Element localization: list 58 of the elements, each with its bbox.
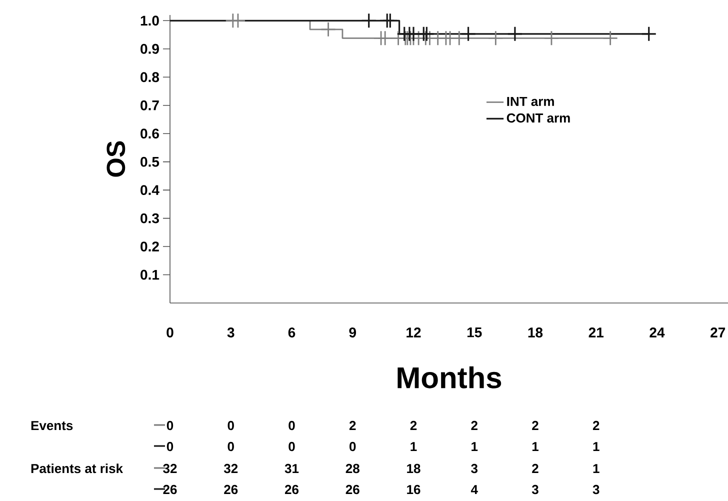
y-tick-label: 0.5 [140, 156, 160, 167]
text: 16 [407, 484, 420, 494]
text: 26 [284, 484, 299, 494]
x-tick-label: 0 [166, 328, 174, 338]
text: 32 [163, 464, 177, 474]
text: 0 [288, 442, 295, 452]
y-tick-label: 0.1 [140, 270, 160, 280]
text: 1 [472, 442, 478, 452]
text: 1 [593, 464, 600, 474]
text: 3 [592, 484, 600, 494]
y-tick-label: 1.0 [140, 16, 159, 26]
text: 1 [410, 442, 417, 452]
x-tick-label: 3 [227, 328, 234, 338]
y-tick-label: 0.4 [140, 185, 160, 196]
text: 0 [350, 442, 356, 452]
text: 1 [532, 442, 538, 452]
x-tick-label: 21 [588, 328, 604, 338]
text: 3 [532, 484, 538, 494]
y-tick-label: 0.2 [140, 242, 159, 252]
text: 2 [592, 420, 600, 430]
text: 28 [346, 464, 360, 474]
x-tick-label: 15 [467, 328, 482, 338]
text: 0 [166, 420, 174, 430]
x-tick-label: 18 [528, 328, 543, 338]
text: 31 [284, 464, 299, 474]
text: 0 [228, 442, 234, 452]
text: Patients at risk [31, 464, 124, 474]
x-tick-label: 6 [288, 328, 296, 338]
text: 26 [224, 484, 238, 494]
text: 4 [470, 485, 478, 494]
text: 18 [407, 464, 420, 474]
text: 32 [224, 464, 238, 474]
text: 26 [346, 484, 360, 494]
text: 2 [532, 420, 538, 430]
x-tick-label: 24 [650, 328, 665, 338]
x-tick-label: 12 [406, 328, 421, 338]
text: 2 [471, 420, 478, 430]
text: 2 [349, 420, 356, 430]
x-tick-label: 27 [710, 328, 726, 338]
text: Events [31, 421, 73, 430]
text: 1 [593, 442, 600, 452]
text: 3 [471, 464, 478, 474]
text: 0 [288, 420, 295, 430]
y-tick-label: 0.6 [140, 128, 159, 139]
text: 0 [166, 442, 174, 452]
legend-label: CONT arm [506, 113, 570, 123]
x-tick-label: 9 [349, 328, 356, 338]
y-axis-title: OS [106, 141, 126, 177]
y-tick-label: 0.3 [140, 213, 159, 224]
text: 26 [163, 484, 177, 494]
legend-label: INT arm [507, 96, 554, 106]
text: 2 [532, 464, 538, 474]
text: 0 [228, 420, 234, 430]
text: 2 [410, 420, 417, 430]
y-tick-label: 0.7 [140, 100, 159, 110]
x-axis-title: Months [398, 366, 502, 388]
y-tick-label: 0.8 [140, 72, 160, 82]
y-tick-label: 0.9 [140, 44, 159, 54]
